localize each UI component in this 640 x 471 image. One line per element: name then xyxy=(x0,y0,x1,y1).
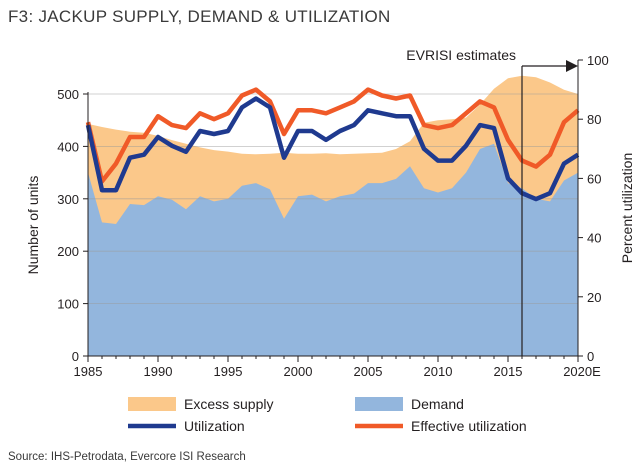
x-tick-label: 2005 xyxy=(354,364,383,379)
y-right-axis-title: Percent utilization xyxy=(619,153,635,264)
y-right-tick-label: 40 xyxy=(587,231,601,246)
x-tick-label: 1995 xyxy=(214,364,243,379)
y-left-axis-title: Number of units xyxy=(25,176,41,275)
y-right-tick-label: 20 xyxy=(587,290,601,305)
x-tick-label: 1985 xyxy=(74,364,103,379)
legend-label-effective-utilization: Effective utilization xyxy=(411,418,527,434)
utilization-line xyxy=(85,96,580,202)
x-tick-label: 2020E xyxy=(563,364,601,379)
y-right-tick-label: 100 xyxy=(587,53,609,68)
legend-swatch-demand xyxy=(355,397,403,411)
effective-utilization-line xyxy=(85,87,580,184)
y-left-tick-label: 0 xyxy=(72,349,79,364)
chart-title: F3: JACKUP SUPPLY, DEMAND & UTILIZATION xyxy=(8,7,391,26)
y-right-tick-label: 60 xyxy=(587,171,601,186)
x-tick-label: 1990 xyxy=(144,364,173,379)
y-left-tick-label: 200 xyxy=(57,244,79,259)
legend-label-utilization: Utilization xyxy=(184,418,245,434)
legend-swatch-excess-supply xyxy=(128,397,176,411)
plot-area: 0 100 200 300 400 500 0 20 40 60 80 100 1985 1990 1995… xyxy=(25,47,635,379)
y-right-tick-label: 80 xyxy=(587,112,601,127)
source-note: Source: IHS-Petrodata, Evercore ISI Rese… xyxy=(8,451,246,463)
y-left-tick-label: 400 xyxy=(57,139,79,154)
demand-area xyxy=(88,143,578,356)
x-tick-label: 2010 xyxy=(424,364,453,379)
y-left-tick-label: 300 xyxy=(57,192,79,207)
x-tick-label: 2000 xyxy=(284,364,313,379)
estimates-arrowhead xyxy=(566,60,578,72)
y-left-tick-label: 500 xyxy=(57,87,79,102)
legend-label-excess-supply: Excess supply xyxy=(184,396,273,412)
legend: Excess supply Demand Utilization Effective … xyxy=(128,396,527,434)
legend-label-demand: Demand xyxy=(411,396,464,412)
x-tick-label: 2015 xyxy=(494,364,523,379)
estimates-label: EVRISI estimates xyxy=(406,47,516,63)
y-left-tick-label: 100 xyxy=(57,297,79,312)
y-right-tick-label: 0 xyxy=(587,349,594,364)
